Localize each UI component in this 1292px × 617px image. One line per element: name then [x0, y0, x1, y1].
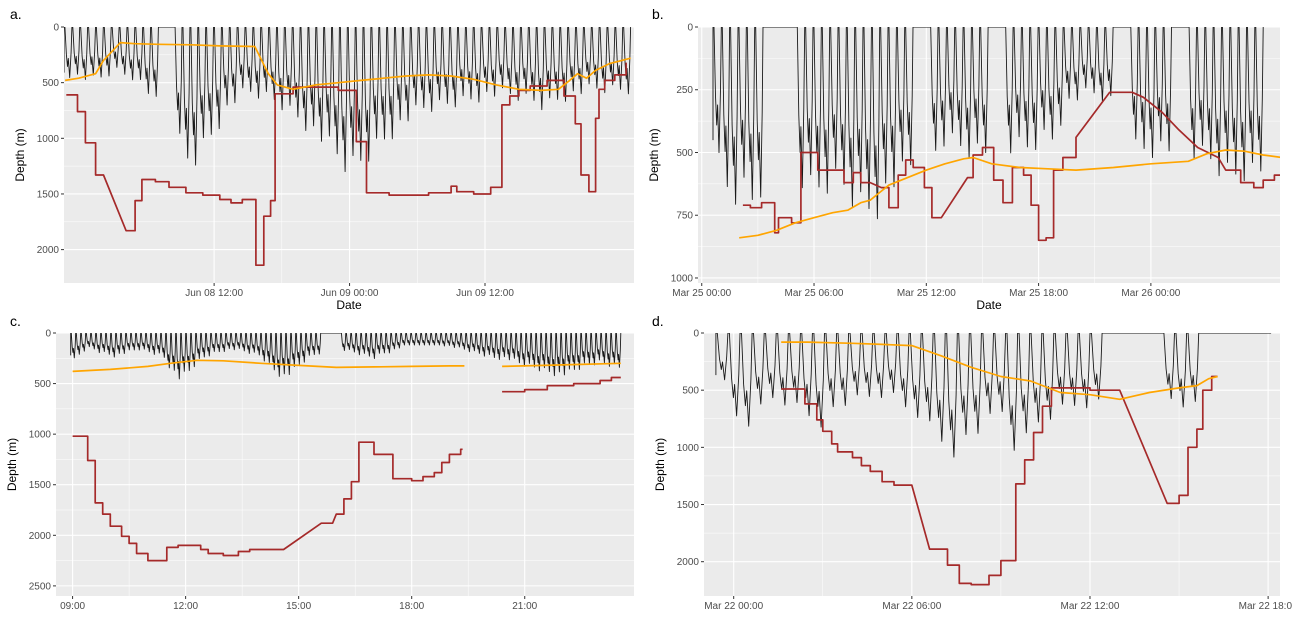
panel-label: b.: [652, 6, 664, 22]
y-tick-label: 0: [687, 23, 693, 34]
panel-label: c.: [10, 313, 21, 329]
dive-depth-line: [715, 333, 1272, 458]
panel-label: a.: [10, 6, 22, 22]
panel-a: Jun 08 12:00 Jun 09 00:00 Jun 09 12:00 0 500…: [10, 6, 634, 312]
plot-panel-background: [56, 333, 634, 596]
x-tick-label: Mar 22 00:00: [704, 601, 763, 612]
y-tick-label: 1000: [677, 443, 700, 454]
x-tick-label: Jun 08 12:00: [185, 288, 243, 299]
y-tick-label: 500: [34, 379, 51, 390]
y-tick-label: 1000: [37, 134, 60, 145]
plot-panel-background: [698, 27, 1280, 283]
y-tick-label: 500: [676, 148, 693, 159]
x-tick-label: 09:00: [60, 601, 85, 612]
y-tick-label: 500: [682, 386, 699, 397]
y-tick-label: 1500: [37, 189, 60, 200]
y-axis-title: Depth (m): [13, 128, 27, 181]
orange-depth-line: [781, 341, 1218, 401]
y-tick-label: 750: [676, 211, 693, 222]
plot-area: [64, 27, 632, 267]
dive-depth-line: [712, 27, 1264, 220]
y-axis-title: Depth (m): [5, 438, 19, 491]
y-tick-label: 500: [42, 78, 59, 89]
x-tick-label: Mar 25 00:00: [672, 288, 731, 299]
orange-depth-line: [64, 41, 631, 92]
orange-depth-line: [72, 359, 465, 373]
y-tick-label: 1000: [29, 430, 52, 441]
y-tick-label: 1500: [29, 480, 52, 491]
y-tick-label: 1500: [677, 500, 700, 511]
red-depth-line: [66, 62, 627, 267]
y-tick-label: 0: [45, 329, 51, 340]
plot-area: [70, 333, 622, 562]
x-tick-label: Mar 26 00:00: [1121, 288, 1180, 299]
y-tick-label: 2000: [677, 557, 700, 568]
plot-area: [715, 333, 1272, 586]
y-tick-label: 250: [676, 85, 693, 96]
x-axis-title: Date: [336, 298, 362, 312]
x-tick-label: 18:00: [399, 601, 424, 612]
orange-depth-line: [739, 149, 1280, 239]
x-tick-label: 21:00: [512, 601, 537, 612]
red-depth-line: [72, 435, 463, 562]
y-axis-title: Depth (m): [653, 438, 667, 491]
x-tick-label: Mar 22 18:00: [1239, 601, 1292, 612]
red-depth-line: [781, 375, 1218, 586]
x-tick-label: Jun 09 12:00: [456, 288, 514, 299]
y-tick-label: 0: [53, 23, 59, 34]
x-tick-label: Mar 25 06:00: [785, 288, 844, 299]
x-tick-label: Mar 25 12:00: [897, 288, 956, 299]
orange-depth-line: [502, 362, 621, 368]
plot-area: [712, 27, 1280, 242]
y-tick-label: 2000: [29, 531, 52, 542]
y-tick-label: 0: [693, 329, 699, 340]
x-axis-title: Date: [976, 298, 1002, 312]
x-tick-label: Mar 22 06:00: [882, 601, 941, 612]
red-depth-line: [742, 91, 1280, 242]
y-tick-label: 2000: [37, 245, 60, 256]
x-tick-label: Jun 09 00:00: [321, 288, 379, 299]
panel-c: 09:00 12:00 15:00 18:00 21:00 0 500 1000 1500 200…: [5, 313, 634, 617]
dive-depth-line: [64, 27, 632, 173]
y-axis-title: Depth (m): [647, 128, 661, 181]
x-tick-label: Mar 22 12:00: [1061, 601, 1120, 612]
panel-b: Mar 25 00:00 Mar 25 06:00 Mar 25 12:00 Mar …: [647, 6, 1280, 312]
dive-depth-line: [70, 333, 622, 380]
x-tick-label: Mar 25 18:00: [1009, 288, 1068, 299]
x-tick-label: 12:00: [173, 601, 198, 612]
panel-label: d.: [652, 313, 664, 329]
red-depth-line: [502, 376, 621, 393]
y-tick-label: 2500: [29, 581, 52, 592]
x-tick-label: 15:00: [286, 601, 311, 612]
y-tick-label: 1000: [671, 273, 694, 284]
panel-d: Mar 22 00:00 Mar 22 06:00 Mar 22 12:00 Mar …: [652, 313, 1292, 617]
